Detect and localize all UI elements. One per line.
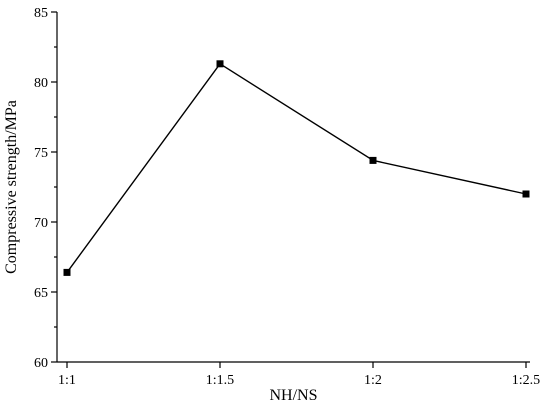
- x-tick-label-0: 1:1: [58, 373, 76, 388]
- y-tick-label-60: 60: [34, 356, 48, 371]
- y-axis-label: Compressive strength/MPa: [3, 100, 20, 274]
- data-point-2: [369, 156, 377, 164]
- y-tick-label-75: 75: [34, 146, 48, 161]
- y-tick-label-85: 85: [34, 6, 48, 21]
- x-tick-label-1: 1:1.5: [206, 373, 234, 388]
- y-tick-label-70: 70: [34, 216, 48, 231]
- series-line-0: [66, 62, 527, 273]
- x-tick-label-2: 1:2: [364, 373, 382, 388]
- axes: [56, 12, 530, 363]
- series-group: [63, 60, 530, 276]
- x-axis-label: NH/NS: [269, 387, 317, 404]
- y-axis-ticks: 60 65 70 75 80 85: [34, 6, 57, 371]
- y-tick-label-65: 65: [34, 286, 48, 301]
- data-point-1: [216, 60, 224, 68]
- x-tick-label-3: 1:2.5: [512, 373, 540, 388]
- data-point-3: [522, 190, 530, 198]
- data-point-0: [63, 268, 71, 276]
- x-axis-ticks: 1:1 1:1.5 1:2 1:2.5: [58, 362, 540, 388]
- y-tick-label-80: 80: [34, 76, 48, 91]
